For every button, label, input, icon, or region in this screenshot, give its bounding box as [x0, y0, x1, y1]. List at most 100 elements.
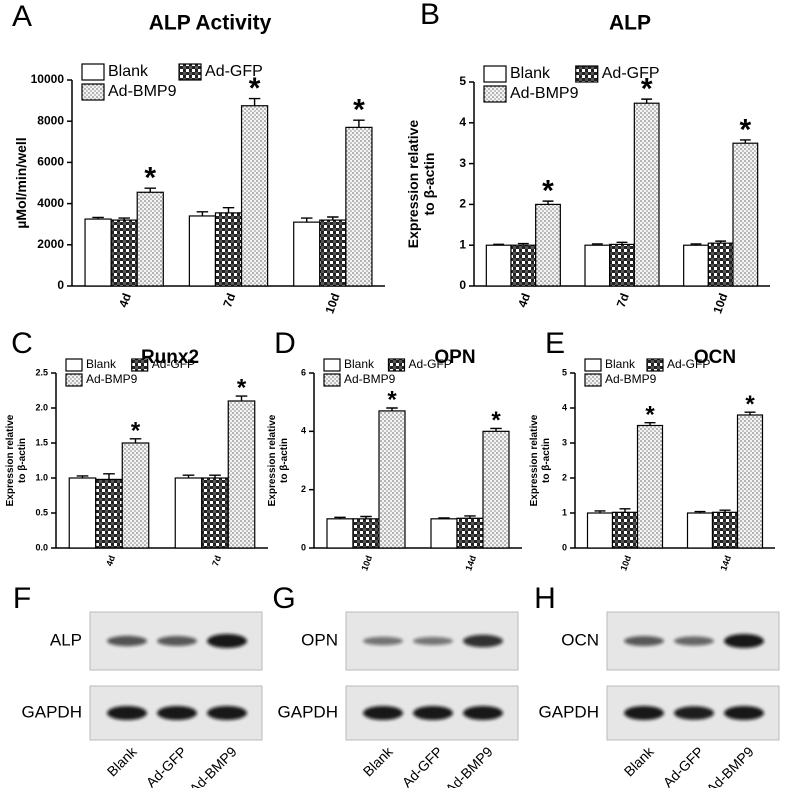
- y-tick-label: 2: [301, 484, 306, 494]
- y-axis-label: Expression relativeto β-actin: [529, 414, 552, 506]
- blot-row-label: GAPDH: [539, 702, 599, 721]
- blot-band: [363, 706, 403, 720]
- bar: [456, 517, 484, 549]
- blot-band: [157, 706, 197, 720]
- lane-label: Blank: [621, 743, 658, 780]
- panel-letter: A: [12, 0, 32, 33]
- blot-row-label: GAPDH: [278, 702, 338, 721]
- bar: [686, 512, 714, 549]
- x-tick-label: 7d: [220, 291, 238, 309]
- panel-letter: D: [274, 327, 296, 360]
- legend-label: Ad-BMP9: [86, 372, 138, 386]
- y-axis-label-line: Expression relative: [267, 414, 278, 506]
- error-bar: [386, 407, 398, 411]
- legend-label: Blank: [344, 357, 375, 371]
- x-tick-label: 4d: [515, 291, 533, 309]
- legend-label: Ad-BMP9: [344, 372, 396, 386]
- significance-marker: *: [491, 407, 501, 434]
- bar: [584, 244, 611, 287]
- blot-band: [674, 706, 714, 720]
- y-tick-label: 2: [562, 472, 567, 482]
- legend-swatch: [65, 373, 83, 387]
- y-tick-label: 10000: [31, 72, 65, 86]
- blot-row-label: OCN: [561, 630, 599, 649]
- error-bar: [222, 207, 235, 213]
- bar: [110, 219, 138, 287]
- legend-swatch: [584, 358, 602, 372]
- y-tick-label: 0: [562, 542, 567, 552]
- legend-label: Ad-GFP: [602, 65, 660, 82]
- y-tick-label: 5: [562, 367, 567, 377]
- y-tick-label: 3: [562, 437, 567, 447]
- chart-title: OPN: [434, 347, 475, 368]
- y-tick-label: 1: [562, 507, 567, 517]
- y-axis-label: Expression relativeto β-actin: [267, 414, 290, 506]
- error-bar: [103, 473, 115, 480]
- bar: [68, 477, 97, 549]
- error-bar: [182, 474, 195, 478]
- y-axis-label-line: Expression relative: [5, 414, 16, 506]
- blot-band: [724, 634, 764, 648]
- y-tick-label: 5: [459, 74, 466, 88]
- legend-swatch: [323, 373, 341, 387]
- bar: [535, 203, 561, 287]
- y-axis-label: Expression relativeto β-actin: [5, 414, 28, 506]
- error-bar: [591, 243, 603, 246]
- y-tick-label: 0.5: [35, 507, 48, 517]
- significance-marker: *: [641, 73, 653, 106]
- significance-marker: *: [739, 113, 751, 146]
- y-axis-label-line: to β-actin: [541, 438, 552, 483]
- lane-label: Ad-GFP: [143, 743, 190, 788]
- error-bar: [594, 510, 606, 513]
- bar: [633, 102, 660, 287]
- legend-swatch: [646, 358, 664, 372]
- y-tick-label: 0: [301, 542, 306, 552]
- blot-row-label: GAPDH: [22, 702, 82, 721]
- y-axis-label-line: Expression relative: [529, 414, 540, 506]
- y-tick-label: 2.5: [35, 367, 48, 377]
- significance-marker: *: [353, 94, 365, 127]
- error-bar: [644, 422, 656, 426]
- legend-swatch: [131, 358, 149, 372]
- x-tick-label: 4d: [116, 291, 134, 309]
- bar: [121, 442, 150, 549]
- y-axis-label-line: Expression relative: [405, 120, 421, 249]
- bar: [485, 244, 512, 287]
- lane-label: Ad-GFP: [660, 743, 707, 788]
- y-tick-label: 2: [459, 197, 466, 211]
- error-bar: [719, 509, 731, 513]
- bar: [586, 512, 614, 549]
- panel-letter: C: [11, 327, 33, 360]
- panel-letter: H: [534, 582, 556, 615]
- blot-band: [413, 706, 453, 720]
- legend-swatch: [81, 83, 105, 101]
- error-bar: [248, 97, 261, 106]
- x-tick-label: 10d: [618, 554, 633, 572]
- y-tick-label: 1.0: [35, 472, 48, 482]
- legend-label: Ad-BMP9: [510, 85, 579, 102]
- blot-band: [207, 706, 247, 720]
- significance-marker: *: [645, 401, 655, 428]
- legend-label: Blank: [108, 63, 149, 80]
- error-bar: [235, 395, 248, 401]
- x-tick-label: 7d: [210, 554, 223, 567]
- y-tick-label: 3: [459, 156, 466, 170]
- error-bar: [715, 240, 727, 244]
- y-tick-label: 2.0: [35, 402, 48, 412]
- blot-band: [463, 706, 503, 720]
- bar: [609, 243, 635, 287]
- bar: [636, 424, 664, 549]
- chart-title: ALP: [609, 12, 651, 35]
- panel-letter: G: [272, 582, 295, 615]
- error-bar: [690, 243, 702, 246]
- error-bar: [438, 517, 450, 519]
- blot-band: [463, 634, 503, 648]
- y-tick-label: 0.0: [35, 542, 48, 552]
- y-axis-label-line: to β-actin: [279, 438, 290, 483]
- error-bar: [490, 427, 502, 432]
- y-tick-label: 6: [301, 367, 306, 377]
- bar: [707, 242, 734, 287]
- legend-label: Ad-GFP: [152, 357, 195, 371]
- legend-swatch: [483, 85, 507, 103]
- significance-marker: *: [387, 387, 397, 414]
